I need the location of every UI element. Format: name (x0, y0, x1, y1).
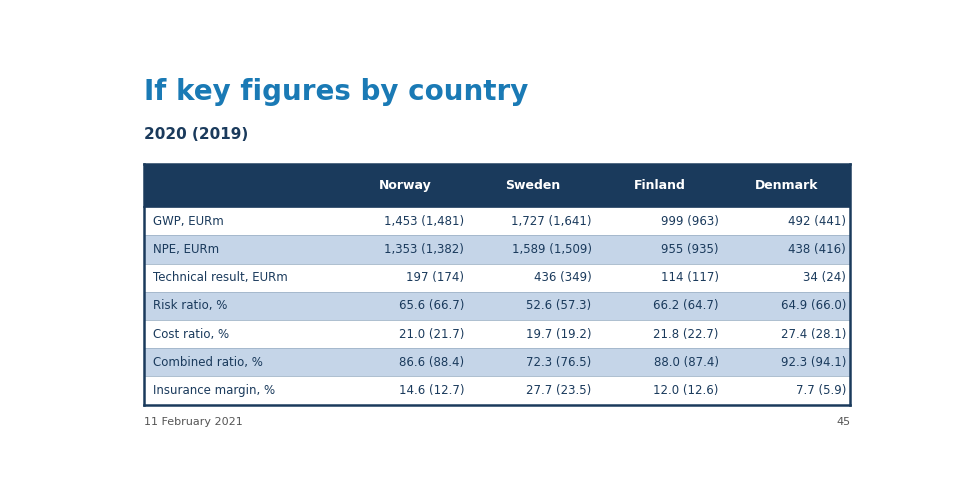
Bar (143, 292, 850, 320)
Text: 11 February 2021: 11 February 2021 (143, 418, 242, 427)
Text: Combined ratio, %: Combined ratio, % (153, 356, 263, 369)
Text: 999 (963): 999 (963) (660, 215, 718, 228)
Text: Sweden: Sweden (504, 179, 559, 192)
Text: 86.6 (88.4): 86.6 (88.4) (399, 356, 464, 369)
Text: 45: 45 (835, 418, 850, 427)
Text: 21.0 (21.7): 21.0 (21.7) (398, 328, 464, 341)
Text: 436 (349): 436 (349) (533, 271, 591, 284)
Text: Insurance margin, %: Insurance margin, % (153, 384, 274, 397)
Text: 64.9 (66.0): 64.9 (66.0) (780, 299, 845, 313)
Text: 52.6 (57.3): 52.6 (57.3) (526, 299, 591, 313)
Text: 1,353 (1,382): 1,353 (1,382) (384, 243, 464, 256)
Text: 72.3 (76.5): 72.3 (76.5) (526, 356, 591, 369)
Text: 1,453 (1,481): 1,453 (1,481) (384, 215, 464, 228)
Bar (143, 377, 850, 405)
Text: 34 (24): 34 (24) (802, 271, 845, 284)
Text: Norway: Norway (379, 179, 431, 192)
Text: Denmark: Denmark (754, 179, 818, 192)
Text: 21.8 (22.7): 21.8 (22.7) (653, 328, 718, 341)
Text: 114 (117): 114 (117) (660, 271, 718, 284)
Text: GWP, EURm: GWP, EURm (153, 215, 223, 228)
Text: Cost ratio, %: Cost ratio, % (153, 328, 229, 341)
Text: 65.6 (66.7): 65.6 (66.7) (398, 299, 464, 313)
Text: 92.3 (94.1): 92.3 (94.1) (780, 356, 845, 369)
Text: 2020 (2019): 2020 (2019) (143, 128, 248, 142)
Bar (143, 320, 850, 348)
Text: 66.2 (64.7): 66.2 (64.7) (652, 299, 718, 313)
Text: Risk ratio, %: Risk ratio, % (153, 299, 227, 313)
Text: If key figures by country: If key figures by country (143, 78, 528, 106)
Text: 197 (174): 197 (174) (406, 271, 464, 284)
Text: Technical result, EURm: Technical result, EURm (153, 271, 287, 284)
Text: 14.6 (12.7): 14.6 (12.7) (398, 384, 464, 397)
Text: NPE, EURm: NPE, EURm (153, 243, 219, 256)
Bar (143, 236, 850, 264)
Text: 1,589 (1,509): 1,589 (1,509) (511, 243, 591, 256)
Bar (143, 207, 850, 236)
Bar (143, 348, 850, 377)
Bar (143, 264, 850, 292)
Text: 438 (416): 438 (416) (788, 243, 845, 256)
Text: 27.4 (28.1): 27.4 (28.1) (780, 328, 845, 341)
Text: 19.7 (19.2): 19.7 (19.2) (525, 328, 591, 341)
Text: 955 (935): 955 (935) (661, 243, 718, 256)
Text: Finland: Finland (633, 179, 685, 192)
Text: 492 (441): 492 (441) (787, 215, 845, 228)
Text: 1,727 (1,641): 1,727 (1,641) (511, 215, 591, 228)
Bar (143, 164, 850, 207)
Text: 88.0 (87.4): 88.0 (87.4) (653, 356, 718, 369)
Text: 12.0 (12.6): 12.0 (12.6) (653, 384, 718, 397)
Text: 7.7 (5.9): 7.7 (5.9) (795, 384, 845, 397)
Text: 27.7 (23.5): 27.7 (23.5) (526, 384, 591, 397)
